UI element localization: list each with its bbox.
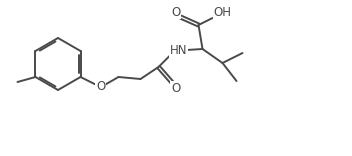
Text: O: O — [171, 5, 180, 19]
Text: OH: OH — [214, 5, 232, 19]
Text: HN: HN — [170, 44, 187, 58]
Text: O: O — [171, 81, 180, 95]
Text: O: O — [96, 80, 105, 93]
